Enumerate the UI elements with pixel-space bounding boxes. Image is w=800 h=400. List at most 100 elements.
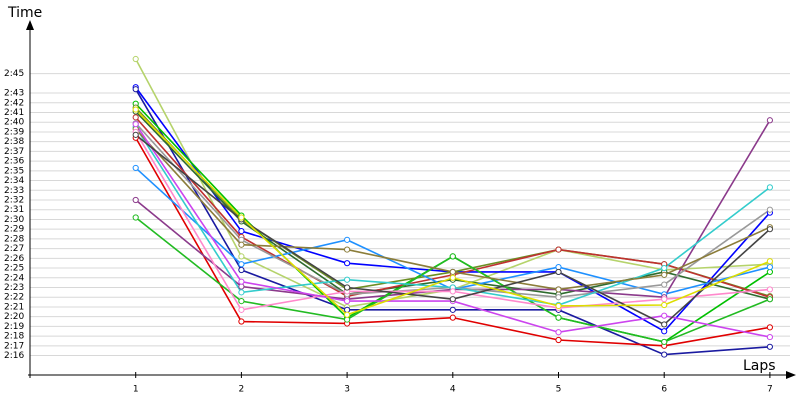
data-point [132,114,139,121]
x-tick-label: 1 [133,385,139,395]
x-axis-title: Laps [743,358,776,374]
data-point [555,336,562,344]
y-axis-arrow [26,20,34,30]
x-tick-label: 6 [661,385,667,395]
data-point [132,196,139,204]
data-point [449,268,456,276]
y-tick-label: 2:45 [4,69,24,79]
data-point [132,121,139,128]
data-point [555,286,562,293]
data-point [238,306,245,313]
x-tick-label: 5 [556,385,562,395]
data-point [132,164,139,172]
y-tick-label: 2:39 [4,127,24,137]
data-point [344,284,351,291]
data-point [238,298,245,305]
y-tick-label: 2:38 [4,137,24,147]
data-point [766,184,774,191]
data-point [238,318,245,325]
y-tick-label: 2:31 [4,205,24,215]
y-tick-label: 2:34 [4,176,24,186]
data-point [555,294,562,301]
data-point [344,236,351,243]
data-point [766,343,774,350]
y-tick-label: 2:30 [4,215,24,225]
data-point [661,264,668,272]
y-tick-label: 2:21 [4,302,24,312]
y-tick-label: 2:32 [4,196,24,206]
data-point [555,314,562,321]
y-tick-label: 2:20 [4,312,24,322]
data-point [238,228,245,235]
data-point [238,289,245,296]
series-line [135,109,771,316]
data-point [766,117,774,124]
y-tick-label: 2:23 [4,283,24,293]
data-point [766,286,774,293]
data-point [661,351,668,358]
y-tick-label: 2:43 [4,89,24,99]
data-point [238,261,245,268]
data-point [449,314,456,321]
y-tick-label: 2:17 [4,341,24,351]
y-tick-label: 2:16 [4,351,24,361]
y-tick-label: 2:19 [4,322,24,332]
data-point [766,296,774,303]
x-tick-label: 4 [450,385,456,395]
data-point [132,86,139,93]
data-point [661,328,668,335]
data-point [132,106,139,113]
y-tick-label: 2:40 [4,118,24,128]
y-tick-label: 2:27 [4,244,24,254]
data-point [555,246,562,253]
y-tick-label: 2:29 [4,225,24,235]
data-point [661,312,668,319]
y-tick-label: 2:22 [4,293,24,303]
data-point [238,241,245,248]
data-point [344,298,351,305]
data-point [661,281,668,288]
data-point [238,266,245,274]
data-point [344,260,351,267]
data-point [766,263,774,271]
data-point [132,55,139,63]
data-point [238,278,245,285]
series-line [135,103,771,343]
data-point [766,226,774,233]
series-line [135,123,771,338]
data-point [344,311,351,318]
x-tick-label: 7 [767,385,773,395]
data-point [661,301,668,309]
data-point [344,246,351,253]
y-tick-label: 2:41 [4,108,24,118]
data-point [449,306,456,313]
data-point [555,329,562,336]
data-point [661,271,668,278]
y-tick-label: 2:42 [4,98,24,108]
data-point [555,302,562,310]
y-tick-label: 2:24 [4,273,24,283]
data-point [661,338,668,346]
data-point [238,214,245,221]
data-point [132,131,139,138]
data-point [449,296,456,303]
y-tick-label: 2:36 [4,157,24,167]
y-tick-label: 2:25 [4,264,24,274]
x-tick-label: 3 [344,385,350,395]
y-tick-label: 2:18 [4,332,24,342]
y-tick-label: 2:37 [4,147,24,157]
series-line [135,131,770,311]
y-axis-title: Time [7,5,42,21]
data-point [766,258,774,265]
data-point [449,274,456,281]
x-tick-label: 2 [239,385,245,395]
data-point [766,206,774,213]
x-axis-arrow [786,371,796,379]
y-tick-label: 2:35 [4,166,24,176]
data-point [132,214,139,221]
y-tick-label: 2:26 [4,254,24,264]
data-point [449,253,456,260]
data-point [238,253,245,260]
